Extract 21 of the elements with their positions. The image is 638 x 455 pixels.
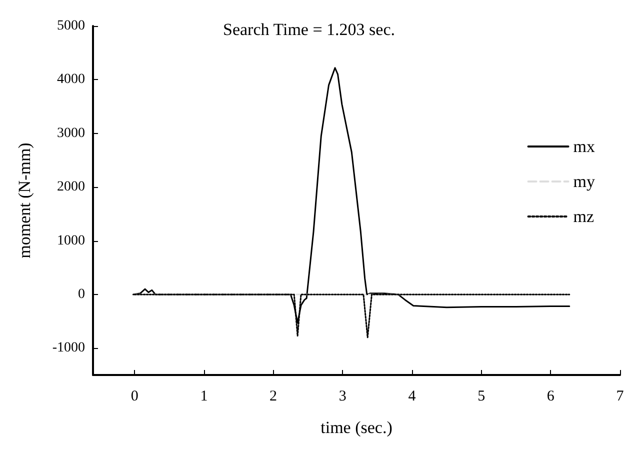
x-tick-label: 6 (546, 388, 555, 404)
y-axis-title: moment (N-mm) (15, 142, 34, 258)
x-tick-label: 7 (616, 388, 624, 404)
y-tick-label: 1000 (57, 233, 85, 248)
legend-label: my (573, 172, 596, 191)
x-tick-label: 4 (408, 388, 416, 404)
x-tick-label: 3 (338, 388, 346, 404)
x-tick-label: 2 (270, 388, 278, 404)
x-tick-label: 1 (200, 388, 208, 404)
y-tick-label: 2000 (57, 180, 85, 195)
legend-label: mx (573, 137, 596, 156)
x-tick-label: 0 (130, 388, 138, 404)
y-tick-label: 5000 (57, 18, 85, 34)
y-tick-label: 4000 (57, 72, 85, 88)
legend-label: mz (573, 207, 594, 226)
x-tick-label: 5 (478, 388, 486, 404)
x-axis-title: time (sec.) (320, 418, 392, 437)
y-tick-label: -1000 (52, 340, 85, 356)
y-tick-label: 3000 (57, 126, 85, 141)
chart-title: Search Time = 1.203 sec. (223, 20, 396, 39)
y-tick-label: 0 (78, 286, 85, 302)
